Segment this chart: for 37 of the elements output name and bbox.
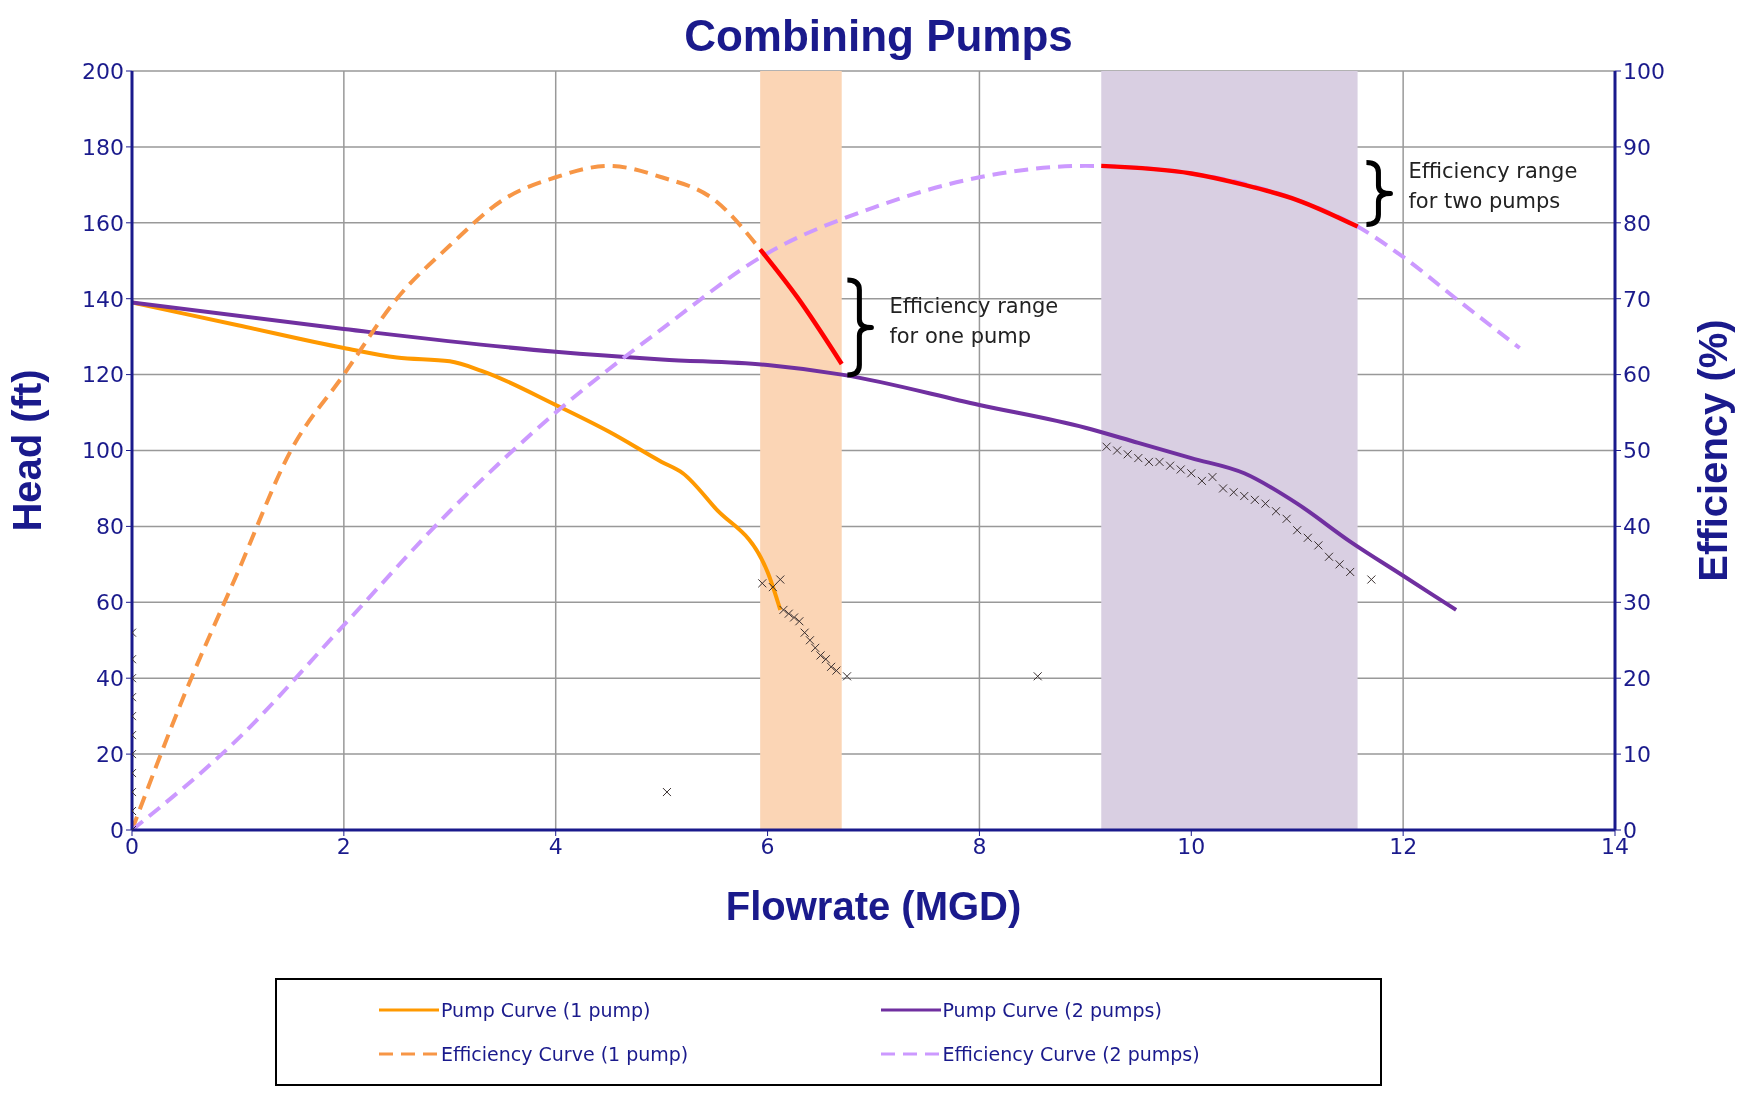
y2-tick-label: 30: [1623, 590, 1651, 616]
x-tick-label: 2: [336, 833, 351, 859]
legend-label: Efficiency Curve (1 pump): [441, 1043, 689, 1065]
legend-label: Efficiency Curve (2 pumps): [942, 1043, 1200, 1065]
y-tick-label: 60: [96, 590, 124, 616]
y2-tick-label: 100: [1623, 58, 1665, 84]
y2-tick-label: 50: [1623, 438, 1651, 464]
legend-label: Pump Curve (2 pumps): [942, 999, 1162, 1021]
annotation: Efficiency range for one pump: [889, 293, 1059, 348]
y-tick-label: 40: [96, 666, 124, 692]
annotation: Efficiency range for two pumps: [1408, 159, 1578, 214]
y-tick-label: 140: [82, 286, 124, 312]
y-tick-label: 0: [110, 817, 124, 843]
y-tick-label: 20: [96, 741, 124, 767]
x-tick-label: 12: [1389, 833, 1418, 859]
y2-tick-label: 80: [1623, 210, 1651, 236]
x-tick-label: 10: [1177, 833, 1206, 859]
y2-tick-label: 70: [1623, 286, 1651, 312]
y-tick-label: 80: [96, 514, 124, 540]
y2-tick-label: 90: [1623, 134, 1651, 160]
legend-label: Pump Curve (1 pump): [441, 999, 651, 1021]
y2-tick-label: 60: [1623, 362, 1651, 388]
x-axis-title: Flowrate (MGD): [725, 884, 1022, 928]
y2-tick-label: 40: [1623, 514, 1651, 540]
y2-tick-label: 20: [1623, 666, 1651, 692]
y-tick-label: 200: [82, 58, 124, 84]
x-tick-label: 4: [548, 833, 563, 859]
y-tick-label: 120: [82, 362, 124, 388]
x-tick-label: 6: [760, 833, 775, 859]
y-axis-title: Head (ft): [5, 369, 50, 532]
y2-axis-title: Efficiency (%): [1691, 319, 1736, 582]
y-tick-label: 100: [82, 438, 124, 464]
y2-tick-label: 10: [1623, 741, 1651, 767]
y-tick-label: 180: [82, 134, 124, 160]
y-tick-label: 160: [82, 210, 124, 236]
chart-title: Combining Pumps: [684, 11, 1073, 60]
x-tick-label: 8: [972, 833, 987, 859]
